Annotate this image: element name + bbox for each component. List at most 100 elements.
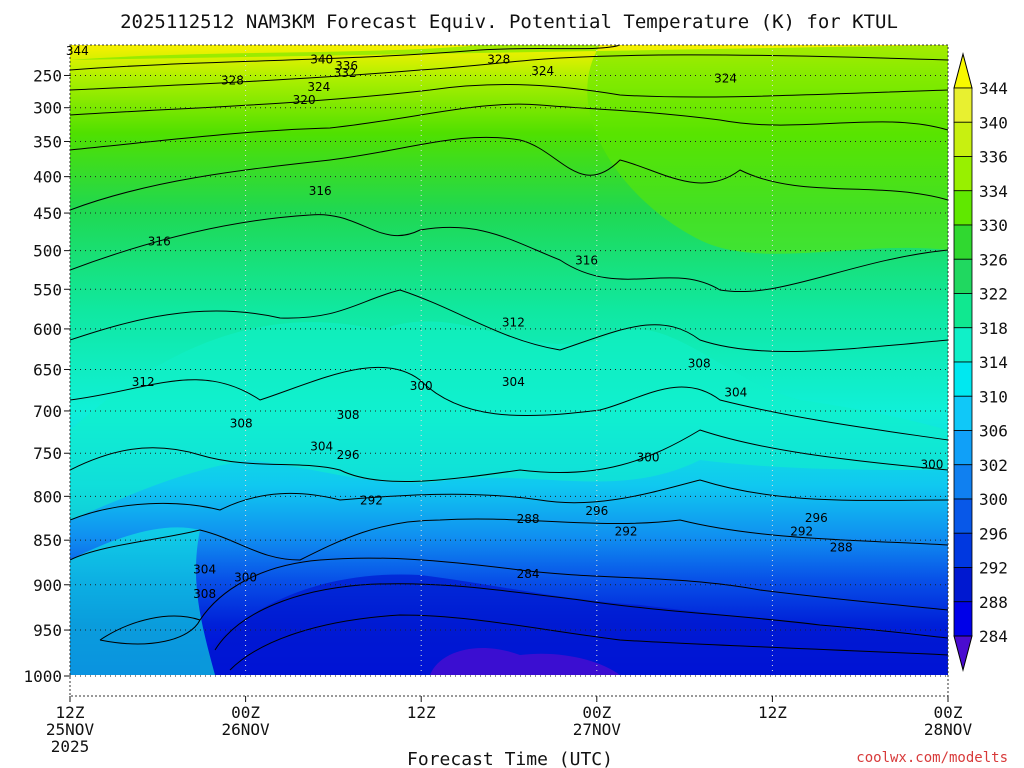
colorbar-bin [953, 327, 973, 363]
colorbar-bin [953, 258, 973, 294]
colorbar-label: 296 [979, 524, 1008, 543]
contour-label: 288 [517, 512, 540, 526]
contour-label: 296 [805, 511, 828, 525]
grid [70, 45, 948, 677]
ground-strip [70, 675, 948, 696]
contour-label: 316 [309, 184, 332, 198]
chart-title: 2025112512 NAM3KM Forecast Equiv. Potent… [120, 11, 898, 33]
y-tick-label: 500 [33, 242, 62, 261]
contour-lines [70, 45, 948, 671]
colorbar-bottom-arrow [953, 635, 973, 672]
coldest-patch [430, 647, 620, 675]
contour-label: 300 [410, 379, 433, 393]
colorbar-bin [953, 361, 973, 397]
contour-label: 324 [531, 64, 554, 78]
colorbar-bin [953, 224, 973, 260]
colorbar-top-arrow [953, 52, 973, 89]
colorbar-bin [953, 464, 973, 500]
contour-label: 344 [66, 44, 89, 58]
contour-label: 332 [334, 66, 357, 80]
x-tick-label: 2025 [51, 737, 90, 756]
cold-core-patch [200, 574, 948, 675]
y-tick-label: 700 [33, 402, 62, 421]
colorbar-label: 292 [979, 559, 1008, 578]
y-tick-label: 300 [33, 99, 62, 118]
x-tick-label: 25NOV [46, 720, 95, 739]
contour-label: 296 [337, 448, 360, 462]
contour-label: 292 [360, 494, 383, 508]
colorbar-bin [953, 532, 973, 568]
x-tick-label: 12Z [56, 703, 85, 722]
colorbar-label: 300 [979, 490, 1008, 509]
contour-label: 304 [193, 563, 216, 577]
y-tick-label: 250 [33, 66, 62, 85]
plot-area [70, 45, 948, 696]
x-tick-label: 28NOV [924, 720, 973, 739]
colorbar-label: 306 [979, 422, 1008, 441]
contour-label: 292 [790, 524, 813, 538]
contour-label: 308 [688, 357, 711, 371]
colorbar-label: 336 [979, 148, 1008, 167]
y-tick-label: 850 [33, 531, 62, 550]
y-tick-label: 950 [33, 621, 62, 640]
colorbar-bin [953, 87, 973, 123]
colorbar-bin [953, 190, 973, 226]
contour-label: 312 [132, 375, 155, 389]
contour-label: 308 [230, 417, 253, 431]
credit-text: coolwx.com/modelts [856, 750, 1008, 766]
midlevel-patch [70, 321, 948, 520]
contour-label: 316 [148, 235, 171, 249]
contour-label: 288 [830, 540, 853, 554]
contour-label: 284 [517, 567, 540, 581]
colorbar-label: 322 [979, 285, 1008, 304]
low-level-patch [70, 527, 215, 675]
contour-label: 300 [234, 571, 257, 585]
colorbar-label: 288 [979, 593, 1008, 612]
colorbar-label: 302 [979, 456, 1008, 475]
contour-label: 312 [502, 316, 525, 330]
colorbar-label: 344 [979, 79, 1008, 98]
colorbar-label: 326 [979, 250, 1008, 269]
contour-label: 340 [310, 52, 333, 66]
colorbar-bin [953, 567, 973, 603]
colorbar-bin [953, 395, 973, 431]
y-tick-label: 600 [33, 320, 62, 339]
y-tick-label: 750 [33, 444, 62, 463]
x-tick-label: 00Z [934, 703, 963, 722]
y-tick-label: 400 [33, 168, 62, 187]
contour-label: 296 [585, 504, 608, 518]
y-axis: 250 300 350 400 450 500 550 600 650 700 750 800 850 9… [23, 66, 70, 686]
colorbar-bin [953, 430, 973, 466]
colorbar-label: 314 [979, 353, 1008, 372]
contour-label: 308 [193, 587, 216, 601]
contour-label: 304 [502, 375, 525, 389]
x-tick-label: 12Z [407, 703, 436, 722]
colorbar: 344 340 336 334 330 326 322 318 314 310 306 302 300 2… [953, 52, 1008, 672]
colorbar-label: 284 [979, 627, 1008, 646]
contour-label: 300 [920, 457, 943, 471]
y-tick-label: 900 [33, 576, 62, 595]
y-tick-label: 650 [33, 360, 62, 379]
y-tick-label: 450 [33, 204, 62, 223]
x-tick-label: 00Z [231, 703, 260, 722]
x-tick-label: 26NOV [222, 720, 271, 739]
x-tick-label: 27NOV [573, 720, 622, 739]
colorbar-label: 334 [979, 182, 1008, 201]
y-tick-label: 550 [33, 280, 62, 299]
contour-label: 324 [307, 80, 330, 94]
colorbar-label: 318 [979, 319, 1008, 338]
colorbar-bin [953, 121, 973, 157]
colorbar-bin [953, 293, 973, 329]
contour-label: 292 [615, 524, 638, 538]
colorbar-bin [953, 498, 973, 534]
contour-label: 328 [487, 52, 510, 66]
contour-label: 324 [714, 72, 737, 86]
colorbar-label: 340 [979, 113, 1008, 132]
y-tick-label: 1000 [23, 667, 62, 686]
contour-label: 320 [293, 93, 316, 107]
x-tick-label: 00Z [582, 703, 611, 722]
colorbar-bin [953, 601, 973, 637]
contour-label: 304 [724, 386, 747, 400]
